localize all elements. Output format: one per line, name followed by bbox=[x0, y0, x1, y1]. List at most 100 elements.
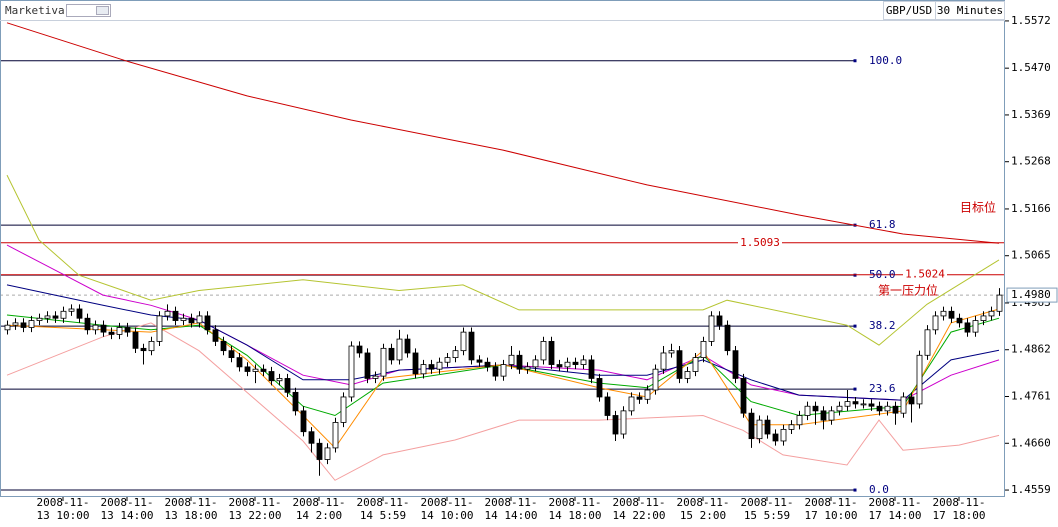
candle-body bbox=[588, 359, 595, 379]
candle-body bbox=[436, 361, 443, 370]
candle-body bbox=[228, 350, 235, 359]
candle-body bbox=[148, 340, 155, 352]
candle-body bbox=[372, 375, 379, 379]
candle-body bbox=[676, 350, 683, 379]
candle-body bbox=[988, 310, 995, 317]
candle-body bbox=[492, 366, 499, 377]
candle-body bbox=[140, 347, 147, 352]
fib-label: 100.0 bbox=[869, 54, 902, 67]
candle-body bbox=[716, 315, 723, 326]
fib-label: 61.8 bbox=[869, 218, 896, 231]
interval: 30 Minutes bbox=[937, 4, 1003, 17]
y-tick-label: 1.5470 bbox=[1011, 61, 1051, 74]
candle-body bbox=[780, 428, 787, 442]
candle-body bbox=[100, 324, 107, 333]
candle-body bbox=[252, 368, 259, 372]
candle-body bbox=[388, 347, 395, 361]
fib-end-dot bbox=[853, 488, 857, 492]
candle-body bbox=[980, 315, 987, 321]
candle-body bbox=[884, 405, 891, 412]
x-tick-label: 2008-11-17 18:00 bbox=[932, 496, 986, 522]
candle-body bbox=[580, 359, 587, 365]
indicator-line bbox=[6, 174, 1000, 346]
candle-body bbox=[276, 378, 283, 382]
candle-body bbox=[124, 327, 131, 333]
candle-body bbox=[292, 391, 299, 412]
x-tick-label: 2008-11-14 2:00 bbox=[292, 496, 346, 522]
x-tick-label: 2008-11-14 5:59 bbox=[356, 496, 410, 522]
candle-body bbox=[908, 396, 915, 405]
candle-body bbox=[772, 433, 779, 442]
candle-body bbox=[356, 345, 363, 354]
fib-label: 0.0 bbox=[869, 483, 889, 496]
candle-body bbox=[876, 405, 883, 412]
candle-body bbox=[300, 410, 307, 433]
candle-body bbox=[660, 352, 667, 370]
candle-body bbox=[284, 378, 291, 393]
candle-body bbox=[460, 331, 467, 352]
candle-body bbox=[916, 354, 923, 405]
candle-body bbox=[548, 340, 555, 365]
candle-body bbox=[28, 320, 35, 328]
annotation: 第一压力位 bbox=[878, 283, 938, 298]
price-label-bg bbox=[903, 268, 947, 281]
candle-body bbox=[196, 315, 203, 324]
candle-body bbox=[948, 310, 955, 319]
candle-body bbox=[924, 329, 931, 356]
candle-body bbox=[84, 317, 91, 331]
candle-body bbox=[220, 340, 227, 352]
x-tick-label: 2008-11-14 22:00 bbox=[612, 496, 666, 522]
x-tick-label: 2008-11-13 14:00 bbox=[100, 496, 154, 522]
candle-body bbox=[516, 354, 523, 370]
y-tick-label: 1.4761 bbox=[1011, 390, 1051, 403]
y-tick-label: 1.5065 bbox=[1011, 249, 1051, 262]
x-tick-label: 2008-11-17 10:00 bbox=[804, 496, 858, 522]
candle-body bbox=[20, 322, 27, 328]
candle-body bbox=[652, 368, 659, 391]
candle-body bbox=[76, 308, 83, 319]
candle-body bbox=[364, 352, 371, 379]
candle-body bbox=[268, 371, 275, 382]
candle-body bbox=[724, 324, 731, 352]
candle-body bbox=[524, 366, 531, 370]
candle-body bbox=[108, 331, 115, 335]
candle-body bbox=[708, 315, 715, 342]
x-tick-label: 2008-11-13 18:00 bbox=[164, 496, 218, 522]
candle-body bbox=[556, 364, 563, 368]
candle-body bbox=[188, 317, 195, 324]
candle-body bbox=[972, 320, 979, 333]
price-line-label: 1.5093 bbox=[740, 236, 780, 249]
candle-body bbox=[204, 315, 211, 331]
candle-body bbox=[860, 403, 867, 406]
fib-end-dot bbox=[853, 324, 857, 328]
candle-body bbox=[468, 331, 475, 361]
candle-body bbox=[332, 422, 339, 449]
x-tick-label: 2008-11-13 22:00 bbox=[228, 496, 282, 522]
candle-body bbox=[892, 405, 899, 414]
candle-body bbox=[244, 366, 251, 372]
candle-body bbox=[628, 396, 635, 412]
candle-body bbox=[428, 364, 435, 370]
candle-body bbox=[828, 410, 835, 421]
candle-body bbox=[572, 361, 579, 365]
x-tick-label: 2008-11-15 5:59 bbox=[740, 496, 794, 522]
candle-body bbox=[316, 442, 323, 460]
fib-end-dot bbox=[853, 387, 857, 391]
candle-body bbox=[52, 315, 59, 319]
candle-body bbox=[4, 324, 11, 331]
candle-body bbox=[852, 401, 859, 405]
candle-body bbox=[212, 329, 219, 342]
candle-body bbox=[532, 359, 539, 368]
candle-body bbox=[36, 317, 43, 321]
candle-body bbox=[684, 371, 691, 379]
candle-body bbox=[68, 308, 75, 312]
input-button[interactable] bbox=[96, 6, 109, 15]
candle-body bbox=[380, 347, 387, 377]
price-label-bg bbox=[738, 236, 782, 249]
fib-end-dot bbox=[853, 59, 857, 63]
indicator-line bbox=[6, 322, 1000, 481]
candle-body bbox=[932, 315, 939, 331]
candle-body bbox=[164, 310, 171, 317]
